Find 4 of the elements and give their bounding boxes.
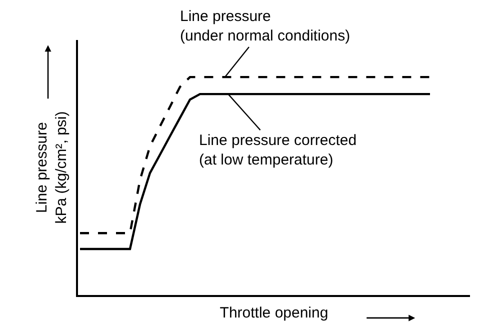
x-axis-title: Throttle opening [220,304,328,322]
annotation: Line pressure corrected (at low temperature) [199,132,357,168]
text: Line pressure (under normal conditions) [180,8,350,44]
y-axis-title: Line pressure kPa (kg/cm², psi) [34,111,70,224]
